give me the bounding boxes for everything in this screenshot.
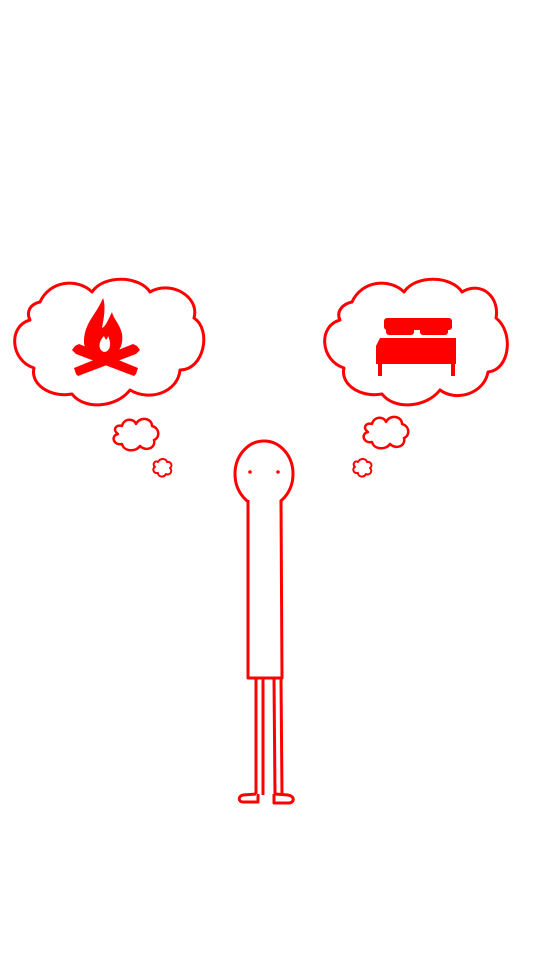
campfire-icon — [72, 298, 140, 376]
figure-foot-right — [272, 792, 295, 805]
thought-bubble-mid-left — [112, 417, 160, 452]
figure-head — [233, 439, 295, 509]
bed-icon — [376, 318, 456, 376]
thought-bubble-small-right — [352, 458, 373, 478]
bed-choice[interactable] — [323, 277, 509, 478]
figure-eye-right — [276, 470, 280, 474]
stick-figure — [233, 439, 295, 805]
campfire-choice[interactable] — [13, 277, 206, 478]
figure-leg-left — [254, 678, 265, 795]
figure-body — [246, 499, 284, 680]
figure-eye-left — [248, 470, 252, 474]
figure-leg-right — [272, 677, 284, 796]
figure-foot-left — [237, 792, 260, 804]
thought-bubble-mid-right — [362, 415, 410, 450]
thought-bubble-small-left — [152, 458, 173, 478]
